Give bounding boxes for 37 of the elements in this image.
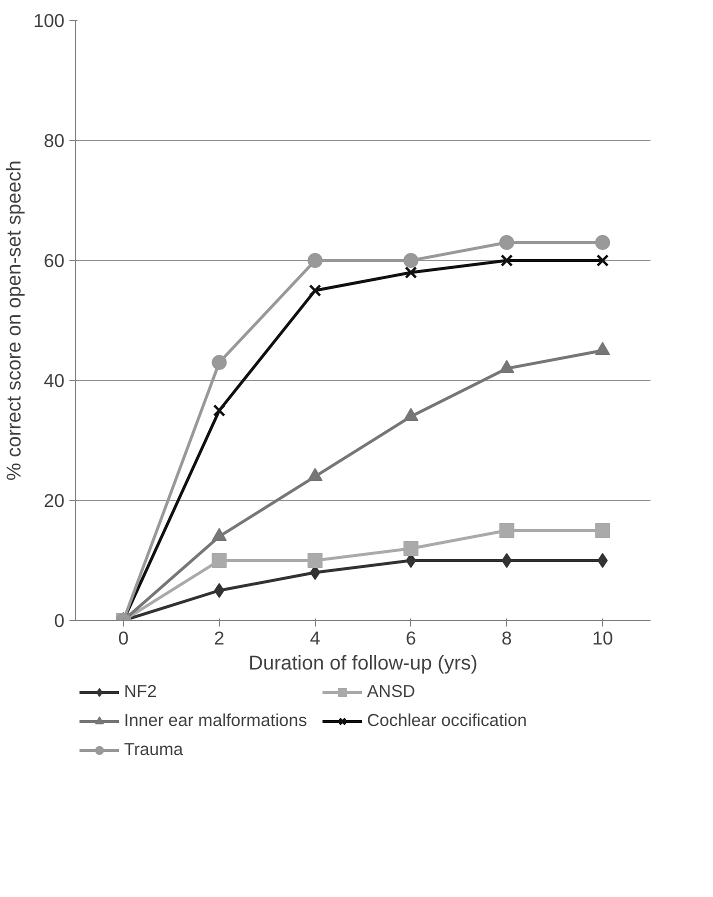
legend-label: Cochlear occification (367, 710, 528, 731)
point (214, 583, 224, 598)
point (212, 355, 227, 370)
y-tick-label: 60 (44, 250, 65, 271)
point (403, 253, 418, 268)
legend-label: Inner ear malformations (124, 710, 308, 731)
point (212, 553, 227, 568)
y-tick-label: 0 (54, 610, 65, 631)
point (500, 254, 513, 267)
legend-label: NF2 (124, 681, 158, 702)
point (308, 284, 322, 297)
point (502, 553, 512, 568)
point (595, 235, 610, 250)
point (213, 404, 226, 417)
x-tick-label: 6 (406, 628, 416, 648)
legend-label: Trauma (124, 739, 184, 760)
point (499, 523, 514, 538)
point (499, 235, 514, 250)
point (595, 523, 610, 538)
legend-label: ANSD (367, 681, 416, 702)
point (596, 254, 609, 267)
point (404, 266, 418, 279)
y-tick-label: 100 (33, 10, 65, 31)
point (403, 541, 418, 556)
point (308, 553, 323, 568)
y-axis-title: % correct score on open-set speech (3, 160, 26, 481)
y-tick-label: 80 (44, 130, 65, 151)
x-axis-title: Duration of follow-up (yrs) (248, 652, 478, 674)
y-tick-label: 20 (44, 490, 65, 511)
x-tick-label: 0 (118, 628, 129, 648)
y-tick-label: 40 (44, 370, 65, 391)
x-tick-label: 2 (214, 628, 224, 648)
x-tick-label: 8 (502, 628, 512, 648)
x-tick-label: 10 (592, 628, 613, 648)
x-tick-label: 4 (310, 628, 320, 648)
point (308, 253, 323, 268)
point (597, 553, 608, 568)
